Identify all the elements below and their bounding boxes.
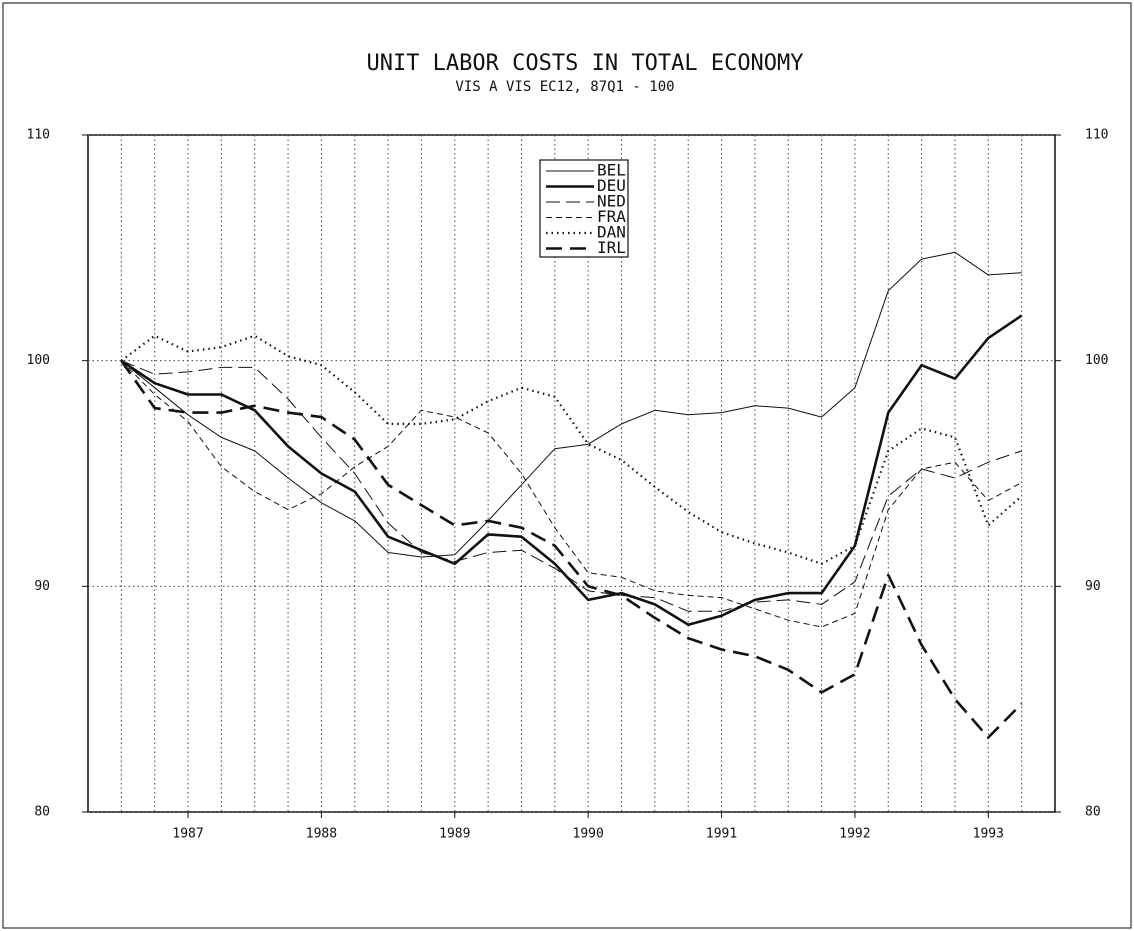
y2-tick-label: 110 — [1085, 128, 1108, 143]
series-line — [120, 314, 1023, 626]
y-tick-label: 110 — [27, 128, 50, 143]
x-tick-label: 1989 — [439, 827, 470, 842]
plot-frame — [87, 134, 1056, 813]
legend-box — [539, 159, 629, 258]
x-tick-label: 1987 — [172, 827, 203, 842]
series-line — [120, 334, 1023, 565]
legend-label: FRA — [597, 207, 626, 226]
y2-tick-label: 80 — [1085, 805, 1101, 820]
x-tick-label: 1990 — [573, 827, 604, 842]
series-line — [120, 359, 1023, 739]
y2-tick-label: 100 — [1085, 353, 1108, 368]
x-tick-label: 1993 — [973, 827, 1004, 842]
x-tick-label: 1992 — [839, 827, 870, 842]
x-tick-label: 1988 — [306, 827, 337, 842]
x-tick-label: 1991 — [706, 827, 737, 842]
legend-label: IRL — [597, 238, 626, 257]
legend-label: BEL — [597, 161, 626, 180]
chart-title: UNIT LABOR COSTS IN TOTAL ECONOMY — [366, 51, 803, 76]
chart-subtitle: VIS A VIS EC12, 87Q1 - 100 — [455, 79, 674, 95]
y2-tick-label: 90 — [1085, 579, 1101, 594]
series-line — [121, 360, 1022, 612]
series-line — [120, 360, 1022, 628]
series-line — [120, 251, 1022, 558]
legend-label: NED — [597, 192, 626, 211]
y-tick-label: 80 — [34, 805, 50, 820]
legend-label: DEU — [597, 176, 626, 195]
y-tick-label: 100 — [27, 353, 50, 368]
legend-label: DAN — [597, 223, 626, 242]
y-tick-label: 90 — [34, 579, 50, 594]
